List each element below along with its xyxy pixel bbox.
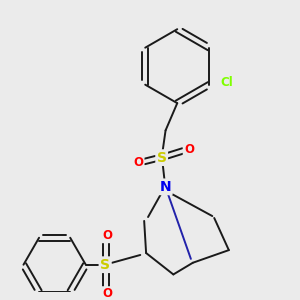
Text: S: S (100, 258, 110, 272)
Text: O: O (102, 287, 112, 300)
Text: S: S (157, 151, 167, 165)
Text: O: O (133, 156, 143, 169)
Text: Cl: Cl (220, 76, 233, 89)
Text: N: N (160, 180, 171, 194)
Text: O: O (102, 229, 112, 242)
Text: O: O (184, 143, 194, 156)
